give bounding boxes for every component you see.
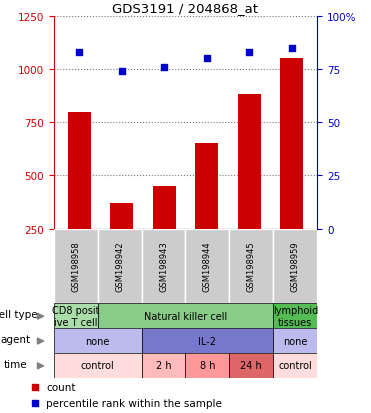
Bar — [229, 353, 273, 378]
Bar — [54, 353, 142, 378]
Text: GSM198943: GSM198943 — [159, 241, 168, 292]
Point — [161, 64, 167, 71]
Text: control: control — [81, 361, 115, 370]
Text: CD8 posit
ive T cell: CD8 posit ive T cell — [52, 305, 99, 327]
Bar — [68, 112, 91, 229]
Bar — [280, 59, 303, 229]
Bar — [142, 328, 273, 353]
Text: Natural killer cell: Natural killer cell — [144, 311, 227, 321]
Text: none: none — [85, 336, 110, 346]
Text: IL-2: IL-2 — [198, 336, 216, 346]
Point — [32, 383, 38, 390]
Text: GSM198959: GSM198959 — [291, 241, 300, 292]
Bar — [98, 229, 142, 304]
Bar — [186, 229, 229, 304]
Text: agent: agent — [0, 335, 31, 344]
Bar — [142, 229, 186, 304]
Text: count: count — [46, 382, 76, 392]
Bar — [54, 304, 98, 328]
Point — [204, 56, 210, 62]
Bar — [273, 328, 317, 353]
Text: percentile rank within the sample: percentile rank within the sample — [46, 398, 222, 408]
Title: GDS3191 / 204868_at: GDS3191 / 204868_at — [112, 2, 259, 15]
Text: none: none — [283, 336, 308, 346]
Text: GSM198945: GSM198945 — [247, 241, 256, 292]
Bar — [152, 187, 176, 229]
Point — [32, 400, 38, 406]
Text: lymphoid
tissues: lymphoid tissues — [273, 305, 318, 327]
Text: GSM198942: GSM198942 — [115, 241, 124, 292]
Bar — [273, 304, 317, 328]
Point — [76, 50, 82, 56]
Point — [119, 69, 125, 75]
Text: GSM198944: GSM198944 — [203, 241, 212, 292]
Text: GSM198958: GSM198958 — [71, 241, 80, 292]
Bar — [229, 229, 273, 304]
Bar — [195, 144, 219, 229]
Text: time: time — [4, 359, 27, 369]
Bar — [273, 353, 317, 378]
Bar — [186, 353, 229, 378]
Text: control: control — [278, 361, 312, 370]
Bar — [98, 304, 273, 328]
Bar — [237, 95, 261, 229]
Text: 24 h: 24 h — [240, 361, 262, 370]
Bar — [142, 353, 186, 378]
Bar — [110, 204, 134, 229]
Point — [289, 45, 295, 52]
Bar — [54, 328, 142, 353]
Point — [246, 50, 252, 56]
Text: 2 h: 2 h — [156, 361, 171, 370]
Text: 8 h: 8 h — [200, 361, 215, 370]
Bar — [54, 229, 98, 304]
Text: cell type: cell type — [0, 310, 38, 320]
Bar — [273, 229, 317, 304]
